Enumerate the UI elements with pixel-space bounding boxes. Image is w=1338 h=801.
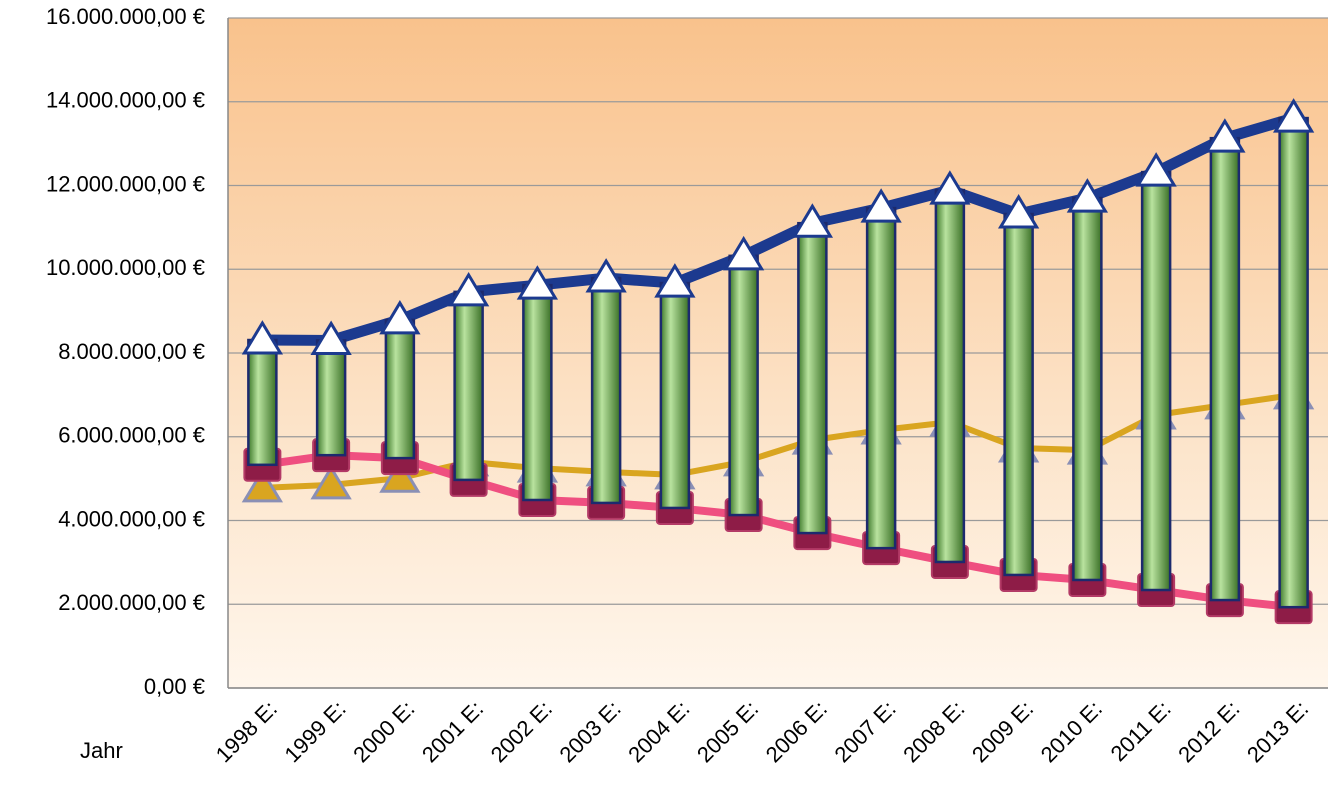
- marker: [722, 235, 765, 271]
- x-tick-label: 2013 E:: [1242, 696, 1313, 767]
- marker: [929, 170, 971, 205]
- marker: [997, 194, 1040, 229]
- range-bar: [659, 281, 691, 510]
- x-tick-label: 2000 E:: [348, 696, 419, 767]
- y-tick-label: 16.000.000,00 €: [46, 4, 205, 29]
- marker: [1135, 152, 1177, 187]
- y-tick-label: 12.000.000,00 €: [46, 171, 205, 196]
- x-tick-label: 2001 E:: [417, 696, 488, 767]
- x-tick-label: 2012 E:: [1173, 696, 1244, 767]
- x-tick-label: 2010 E:: [1036, 696, 1107, 767]
- range-bar: [1278, 116, 1309, 609]
- x-tick-label: 2009 E:: [967, 696, 1038, 767]
- range-bar: [590, 276, 622, 505]
- x-tick-label: 2003 E:: [554, 696, 625, 767]
- series-line: [258, 451, 1298, 612]
- range-bar: [247, 338, 278, 467]
- marker: [1204, 118, 1246, 153]
- marker: [791, 203, 834, 238]
- range-bar: [315, 339, 347, 457]
- x-tick-label: 2008 E:: [898, 696, 969, 767]
- marker: [654, 263, 696, 298]
- range-bar: [797, 221, 828, 535]
- x-tick-label: 2006 E:: [761, 696, 832, 767]
- x-tick-label: 1999 E:: [279, 696, 350, 767]
- marker: [860, 188, 902, 223]
- range-bar: [1209, 136, 1241, 602]
- x-tick-label: 2004 E:: [623, 696, 694, 767]
- marker: [241, 467, 284, 503]
- y-tick-label: 8.000.000,00 €: [58, 339, 205, 364]
- range-bar: [522, 283, 553, 502]
- y-tick-label: 4.000.000,00 €: [58, 506, 205, 531]
- marker: [310, 320, 352, 355]
- marker: [516, 265, 559, 300]
- marker: [241, 320, 284, 355]
- x-axis-label: Jahr: [80, 738, 123, 763]
- x-tick-label: 2005 E:: [692, 696, 763, 767]
- marker: [379, 458, 421, 493]
- series-line: [256, 112, 1300, 346]
- range-bar: [728, 254, 759, 517]
- range-bar: [865, 206, 897, 550]
- y-tick-label: 0,00 €: [144, 674, 205, 699]
- marker: [585, 258, 627, 293]
- y-tick-label: 6.000.000,00 €: [58, 423, 205, 448]
- range-bar: [1072, 196, 1103, 582]
- range-bar: [1140, 170, 1172, 592]
- marker: [310, 464, 352, 500]
- y-tick-label: 14.000.000,00 €: [46, 88, 205, 113]
- range-bar: [384, 318, 416, 460]
- x-tick-label: 1998 E:: [211, 696, 282, 767]
- marker: [447, 271, 490, 307]
- marker: [1066, 178, 1109, 213]
- marker: [379, 300, 421, 335]
- x-tick-label: 2011 E:: [1106, 696, 1176, 766]
- x-tick-label: 2002 E:: [486, 696, 557, 767]
- range-bar: [934, 188, 966, 564]
- y-tick-label: 10.000.000,00 €: [46, 255, 205, 280]
- x-tick-label: 2007 E:: [829, 696, 900, 767]
- y-tick-label: 2.000.000,00 €: [58, 590, 205, 615]
- range-bar: [1003, 212, 1034, 577]
- marker: [1272, 98, 1315, 133]
- range-bar: [453, 290, 484, 482]
